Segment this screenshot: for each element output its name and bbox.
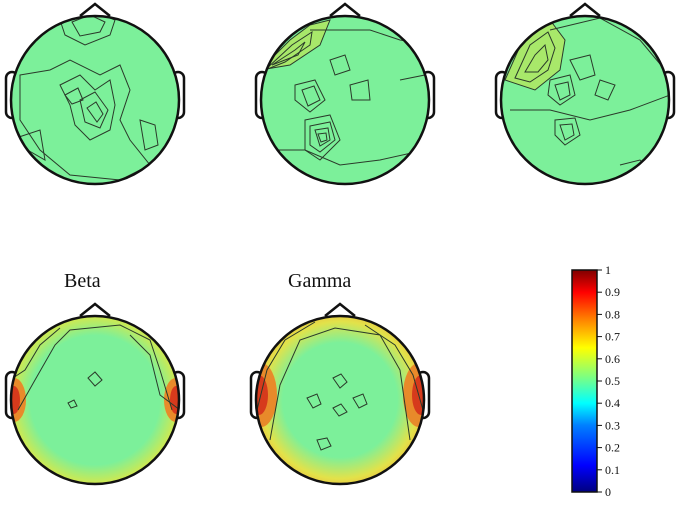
- colorbar-gradient: [571, 269, 598, 493]
- nose-marker: [329, 2, 361, 17]
- topomap-top-left: [0, 0, 190, 190]
- topomap-beta: [0, 300, 190, 490]
- colorbar-tick-label: 0.7: [605, 330, 620, 344]
- colorbar-tick-label: 0.1: [605, 463, 620, 477]
- colorbar-tick-label: 0.9: [605, 285, 620, 299]
- topomap-top-right: [490, 0, 680, 190]
- map-label-beta: Beta: [64, 270, 101, 292]
- topomap-top-middle: [250, 0, 440, 190]
- nose-marker: [569, 2, 601, 17]
- colorbar-tick-label: 1: [605, 263, 611, 277]
- colorbar: 1 0.9 0.8 0.7 0.6 0.5 0.4 0.3 0.2 0.1 0: [560, 262, 670, 500]
- nose-marker: [79, 302, 111, 317]
- nose-marker: [324, 302, 356, 317]
- colorbar-tick-label: 0.4: [605, 396, 620, 410]
- nose-marker: [79, 2, 111, 17]
- colorbar-tick-label: 0.8: [605, 307, 620, 321]
- colorbar-tick-label: 0.6: [605, 352, 620, 366]
- colorbar-tick-label: 0.5: [605, 374, 620, 388]
- colorbar-tick-label: 0: [605, 485, 611, 499]
- topomap-gamma: [245, 300, 435, 490]
- colorbar-tick-label: 0.3: [605, 418, 620, 432]
- colorbar-tick-label: 0.2: [605, 441, 620, 455]
- map-label-gamma: Gamma: [288, 270, 352, 292]
